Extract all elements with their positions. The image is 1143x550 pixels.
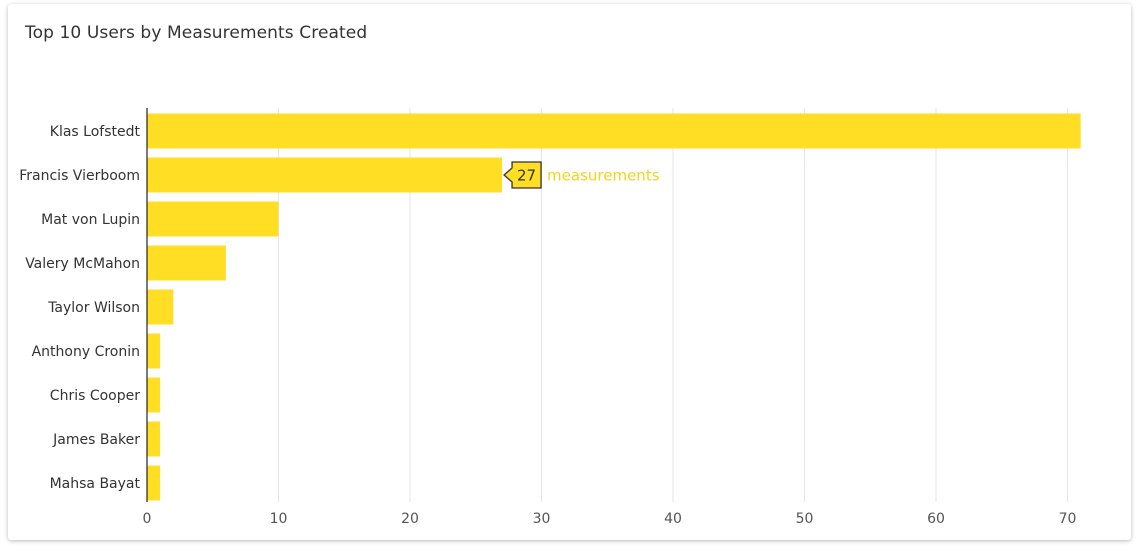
bar[interactable] (147, 245, 226, 281)
x-tick-label: 40 (664, 511, 682, 527)
tooltip-box (503, 161, 542, 189)
chart-title: Top 10 Users by Measurements Created (25, 23, 368, 43)
category-label: Mat von Lupin (41, 212, 140, 228)
x-tick-label: 30 (533, 511, 551, 527)
category-label: Anthony Cronin (32, 344, 140, 360)
category-label: James Baker (52, 432, 140, 448)
bar[interactable] (147, 465, 161, 501)
category-label: Chris Cooper (50, 388, 140, 404)
x-tick-label: 0 (143, 511, 152, 527)
bar[interactable] (147, 113, 1081, 149)
tooltip-value: 27 (517, 167, 536, 185)
category-label: Mahsa Bayat (50, 476, 141, 492)
category-label: Taylor Wilson (47, 300, 140, 316)
bar[interactable] (147, 421, 161, 457)
x-tick-label: 60 (927, 511, 945, 527)
category-label: Klas Lofstedt (50, 124, 141, 140)
bar[interactable] (147, 289, 174, 325)
x-tick-label: 70 (1059, 511, 1077, 527)
bar[interactable] (147, 377, 161, 413)
x-tick-label: 50 (796, 511, 814, 527)
x-tick-label: 20 (401, 511, 419, 527)
tooltip-unit-label: measurements (547, 167, 660, 185)
bar[interactable] (147, 333, 161, 369)
x-tick-label: 10 (270, 511, 288, 527)
category-label: Francis Vierboom (19, 168, 140, 184)
bar[interactable] (147, 201, 279, 237)
bar[interactable] (147, 157, 503, 193)
category-label: Valery McMahon (25, 256, 140, 272)
